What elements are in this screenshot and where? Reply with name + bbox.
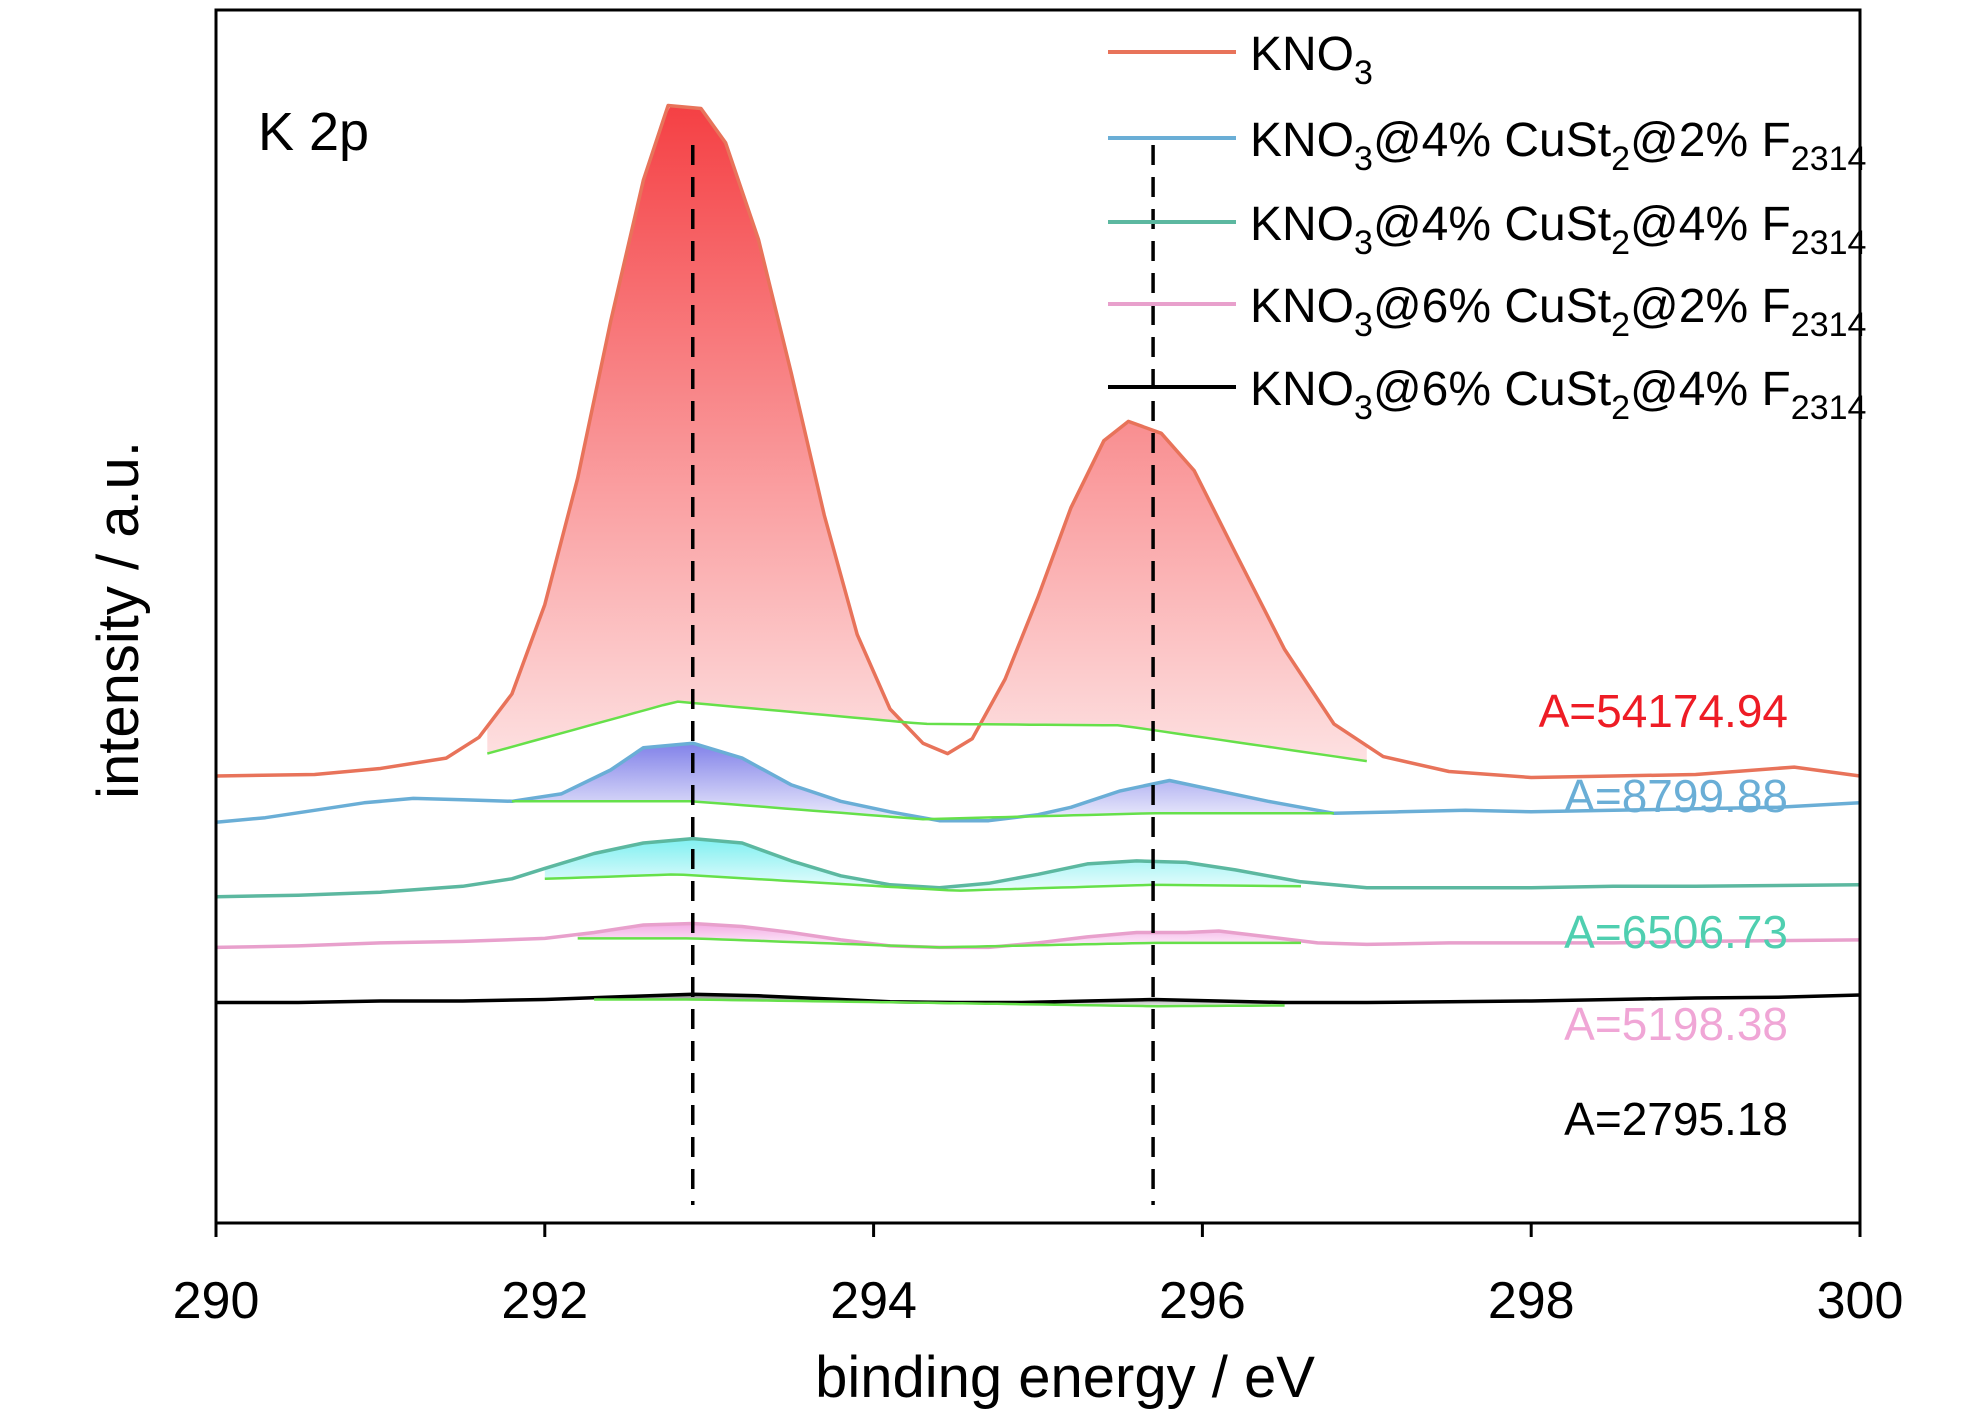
panel-annotation: K 2p <box>258 102 369 162</box>
background-line <box>511 800 1334 821</box>
axis-layer: 290 292 294 296 298 300 <box>173 1223 1904 1330</box>
area-label: A=2795.18 <box>1564 1093 1788 1145</box>
plot-frame <box>214 8 1862 1225</box>
spectrum-line <box>215 103 1861 780</box>
spectrum-line <box>216 992 1861 1005</box>
background-line <box>594 998 1285 1008</box>
area-label: A=54174.94 <box>1539 685 1788 737</box>
legend-entry: KNO3@4% CuSt2@4% F2314 <box>1250 198 1866 262</box>
peak-area-fill <box>511 743 1334 820</box>
background-line <box>577 937 1301 949</box>
x-tick-label: 296 <box>1159 1272 1246 1330</box>
background-line <box>544 873 1302 892</box>
legend-entry: KNO3@6% CuSt2@2% F2314 <box>1250 280 1866 344</box>
area-labels: A=54174.94 A=8799.88 A=6506.73 A=5198.38 A=2… <box>1539 685 1788 1145</box>
y-axis-label: intensity / a.u. <box>86 441 151 799</box>
spectrum-line <box>215 741 1861 824</box>
x-tick-label: 300 <box>1817 1272 1904 1330</box>
peak-area-fill <box>487 105 1367 762</box>
x-tick-label: 298 <box>1488 1272 1575 1330</box>
plot-layer <box>215 103 1861 1205</box>
x-tick-label: 294 <box>830 1272 917 1330</box>
peak-area-fill <box>544 838 1301 891</box>
spectrum-line <box>215 836 1861 899</box>
x-tick-label: 290 <box>173 1272 260 1330</box>
legend-entry: KNO3@4% CuSt2@2% F2314 <box>1250 114 1866 178</box>
background-line <box>486 700 1367 763</box>
area-label: A=6506.73 <box>1564 906 1788 958</box>
legend-entry: KNO3@6% CuSt2@4% F2314 <box>1250 363 1866 427</box>
x-tick-label: 292 <box>501 1272 588 1330</box>
legend-entry: KNO3 <box>1250 28 1373 92</box>
x-axis-label: binding energy / eV <box>815 1345 1315 1410</box>
legend: KNO3 KNO3@4% CuSt2@2% F2314 KNO3@4% CuSt2@… <box>1108 28 1866 427</box>
area-label: A=8799.88 <box>1564 770 1788 822</box>
area-label: A=5198.38 <box>1564 998 1788 1050</box>
